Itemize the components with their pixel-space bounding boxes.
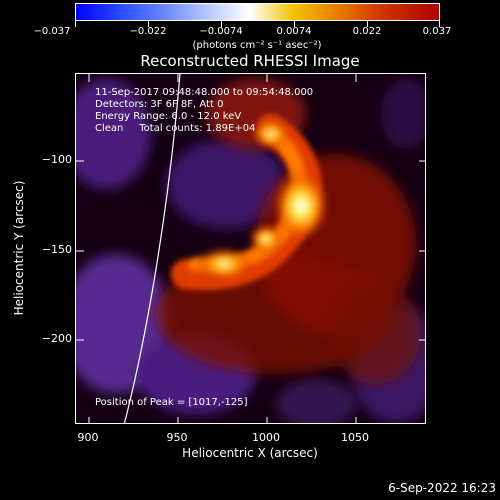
x-tick-label: 900	[77, 431, 99, 444]
flare-peak	[273, 170, 329, 242]
x-axis-label: Heliocentric X (arcsec)	[182, 446, 318, 460]
colorbar-tick-label: 0.037	[422, 26, 452, 37]
x-tick-label: 1050	[341, 431, 369, 444]
y-tick-label: −100	[41, 153, 72, 166]
intensity-map	[76, 74, 425, 423]
solar-limb	[123, 74, 181, 423]
colorbar	[75, 3, 440, 21]
image-plot	[75, 73, 426, 424]
y-axis-label: Heliocentric Y (arcsec)	[12, 180, 26, 316]
colorbar-tick-label: 0.022	[352, 26, 382, 37]
peak-position: Position of Peak = [1017,-125]	[95, 397, 248, 408]
x-tick-label: 950	[166, 431, 188, 444]
colorbar-tick-label: −0.0074	[199, 26, 243, 37]
colorbar-tick-label: −0.037	[33, 26, 71, 37]
plot-title: Reconstructed RHESSI Image	[140, 52, 360, 70]
render-timestamp: 6-Sep-2022 16:23	[388, 481, 496, 495]
y-tick-label: −150	[41, 243, 72, 256]
observation-info: 11-Sep-2017 09:48:48.000 to 09:54:48.000…	[95, 87, 313, 135]
info-time-range: 11-Sep-2017 09:48:48.000 to 09:54:48.000	[95, 87, 314, 98]
axis-ticks	[76, 74, 425, 423]
colorbar-tick-label: 0.0074	[276, 26, 312, 37]
info-detectors: Detectors: 3F 6F 8F, Att 0	[95, 99, 224, 110]
colorbar-units: (photons cm⁻² s⁻¹ asec⁻²)	[192, 40, 322, 51]
info-total-counts: Clean Total counts: 1.89E+04	[95, 123, 256, 134]
colorbar-tick-label: −0.022	[129, 26, 167, 37]
info-energy-range: Energy Range: 6.0 - 12.0 keV	[95, 111, 242, 122]
x-tick-label: 1000	[252, 431, 280, 444]
y-tick-label: −200	[41, 332, 72, 345]
